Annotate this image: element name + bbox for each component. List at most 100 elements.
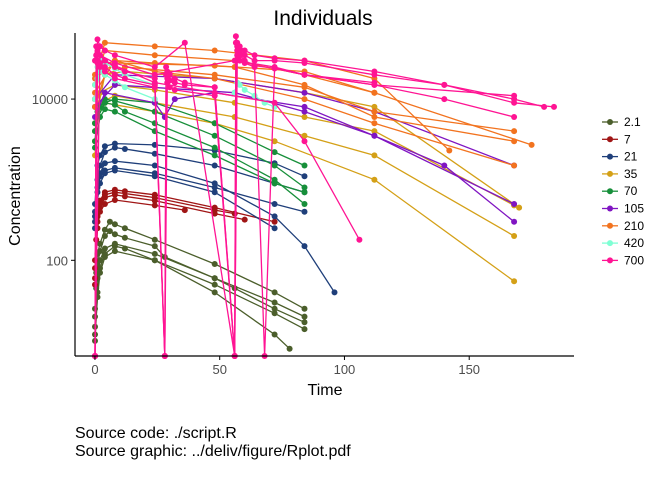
- data-point: [286, 345, 293, 352]
- data-point: [371, 108, 378, 115]
- data-point: [94, 36, 101, 43]
- data-point: [111, 158, 118, 165]
- data-point: [101, 64, 108, 70]
- data-point: [101, 170, 108, 177]
- data-point: [101, 254, 108, 260]
- data-point: [101, 106, 108, 113]
- data-point: [94, 49, 101, 56]
- legend-label: 700: [624, 253, 644, 267]
- data-point: [371, 68, 378, 75]
- data-point: [166, 71, 173, 78]
- data-point: [211, 152, 218, 159]
- data-point: [251, 52, 258, 59]
- data-point: [516, 204, 523, 211]
- data-point: [106, 218, 113, 225]
- data-point: [101, 57, 108, 64]
- series-line: [94, 250, 291, 350]
- data-point: [301, 319, 308, 326]
- source-graphic-line: Source graphic: ../deliv/figure/Rplot.pd…: [75, 443, 351, 460]
- source-code-line: Source code: ./script.R: [75, 425, 237, 442]
- series-line: [94, 243, 305, 318]
- data-point: [163, 64, 170, 70]
- data-point: [271, 99, 278, 106]
- data-point: [211, 144, 218, 151]
- data-point: [151, 150, 158, 157]
- data-point: [528, 141, 535, 148]
- data-point: [101, 39, 108, 46]
- data-point: [301, 243, 308, 250]
- data-point: [301, 189, 308, 196]
- data-point: [101, 160, 108, 167]
- data-point: [111, 52, 118, 59]
- series-line: [94, 146, 305, 212]
- data-point: [271, 310, 278, 317]
- legend-key-point: [607, 188, 613, 195]
- axes: 0 50 100 150 100 10000: [32, 33, 574, 377]
- data-point: [111, 197, 118, 203]
- data-point: [111, 221, 118, 228]
- legend-key-point: [607, 205, 613, 212]
- x-tick-label: 0: [91, 362, 98, 377]
- data-point: [211, 180, 218, 187]
- data-point: [301, 162, 308, 169]
- data-point: [111, 140, 118, 147]
- source-caption: Source code: ./script.R Source graphic: …: [75, 425, 351, 461]
- data-point: [271, 149, 278, 156]
- data-point: [171, 79, 178, 86]
- data-point: [301, 184, 308, 191]
- legend-label: 210: [624, 219, 644, 233]
- data-point: [111, 81, 118, 88]
- data-point: [151, 194, 158, 201]
- data-point: [97, 240, 103, 247]
- data-point: [331, 289, 338, 296]
- data-point: [371, 132, 378, 139]
- data-point: [97, 43, 103, 50]
- data-point: [92, 57, 98, 64]
- data-point: [271, 299, 278, 306]
- data-point: [211, 184, 218, 191]
- x-axis-label: Time: [308, 382, 343, 399]
- data-point: [371, 81, 378, 88]
- data-point: [251, 92, 258, 99]
- data-point: [151, 52, 158, 59]
- data-point: [301, 103, 308, 110]
- data-point: [301, 313, 308, 320]
- data-point: [151, 64, 158, 70]
- data-point: [151, 71, 158, 78]
- data-point: [211, 275, 218, 282]
- data-point: [441, 96, 448, 103]
- data-point: [271, 289, 278, 296]
- data-point: [151, 257, 158, 264]
- data-point: [151, 173, 158, 180]
- data-point: [551, 103, 557, 110]
- x-tick-label: 50: [212, 362, 226, 377]
- legend-item: 2.1: [602, 115, 641, 129]
- series-line: [94, 220, 305, 310]
- data-point: [371, 176, 378, 183]
- data-point: [271, 180, 278, 187]
- data-point: [301, 208, 308, 215]
- data-point: [101, 191, 108, 198]
- data-point: [356, 236, 363, 243]
- data-point: [101, 245, 108, 252]
- legend-item: 7: [602, 132, 631, 146]
- data-point: [121, 234, 128, 241]
- data-point: [232, 33, 239, 40]
- data-point: [97, 208, 103, 215]
- series-line: [94, 91, 515, 223]
- data-point: [511, 233, 518, 239]
- data-point: [271, 218, 278, 225]
- data-point: [441, 81, 448, 88]
- data-point: [121, 193, 128, 200]
- data-point: [271, 162, 278, 169]
- data-point: [271, 138, 278, 145]
- legend-item: 21: [602, 150, 638, 164]
- data-point: [371, 114, 378, 120]
- data-point: [111, 75, 118, 82]
- data-point: [511, 138, 518, 145]
- data-point: [301, 81, 308, 88]
- data-point: [111, 62, 118, 69]
- data-point: [271, 331, 278, 338]
- data-point: [97, 201, 103, 207]
- series-line: [94, 194, 245, 269]
